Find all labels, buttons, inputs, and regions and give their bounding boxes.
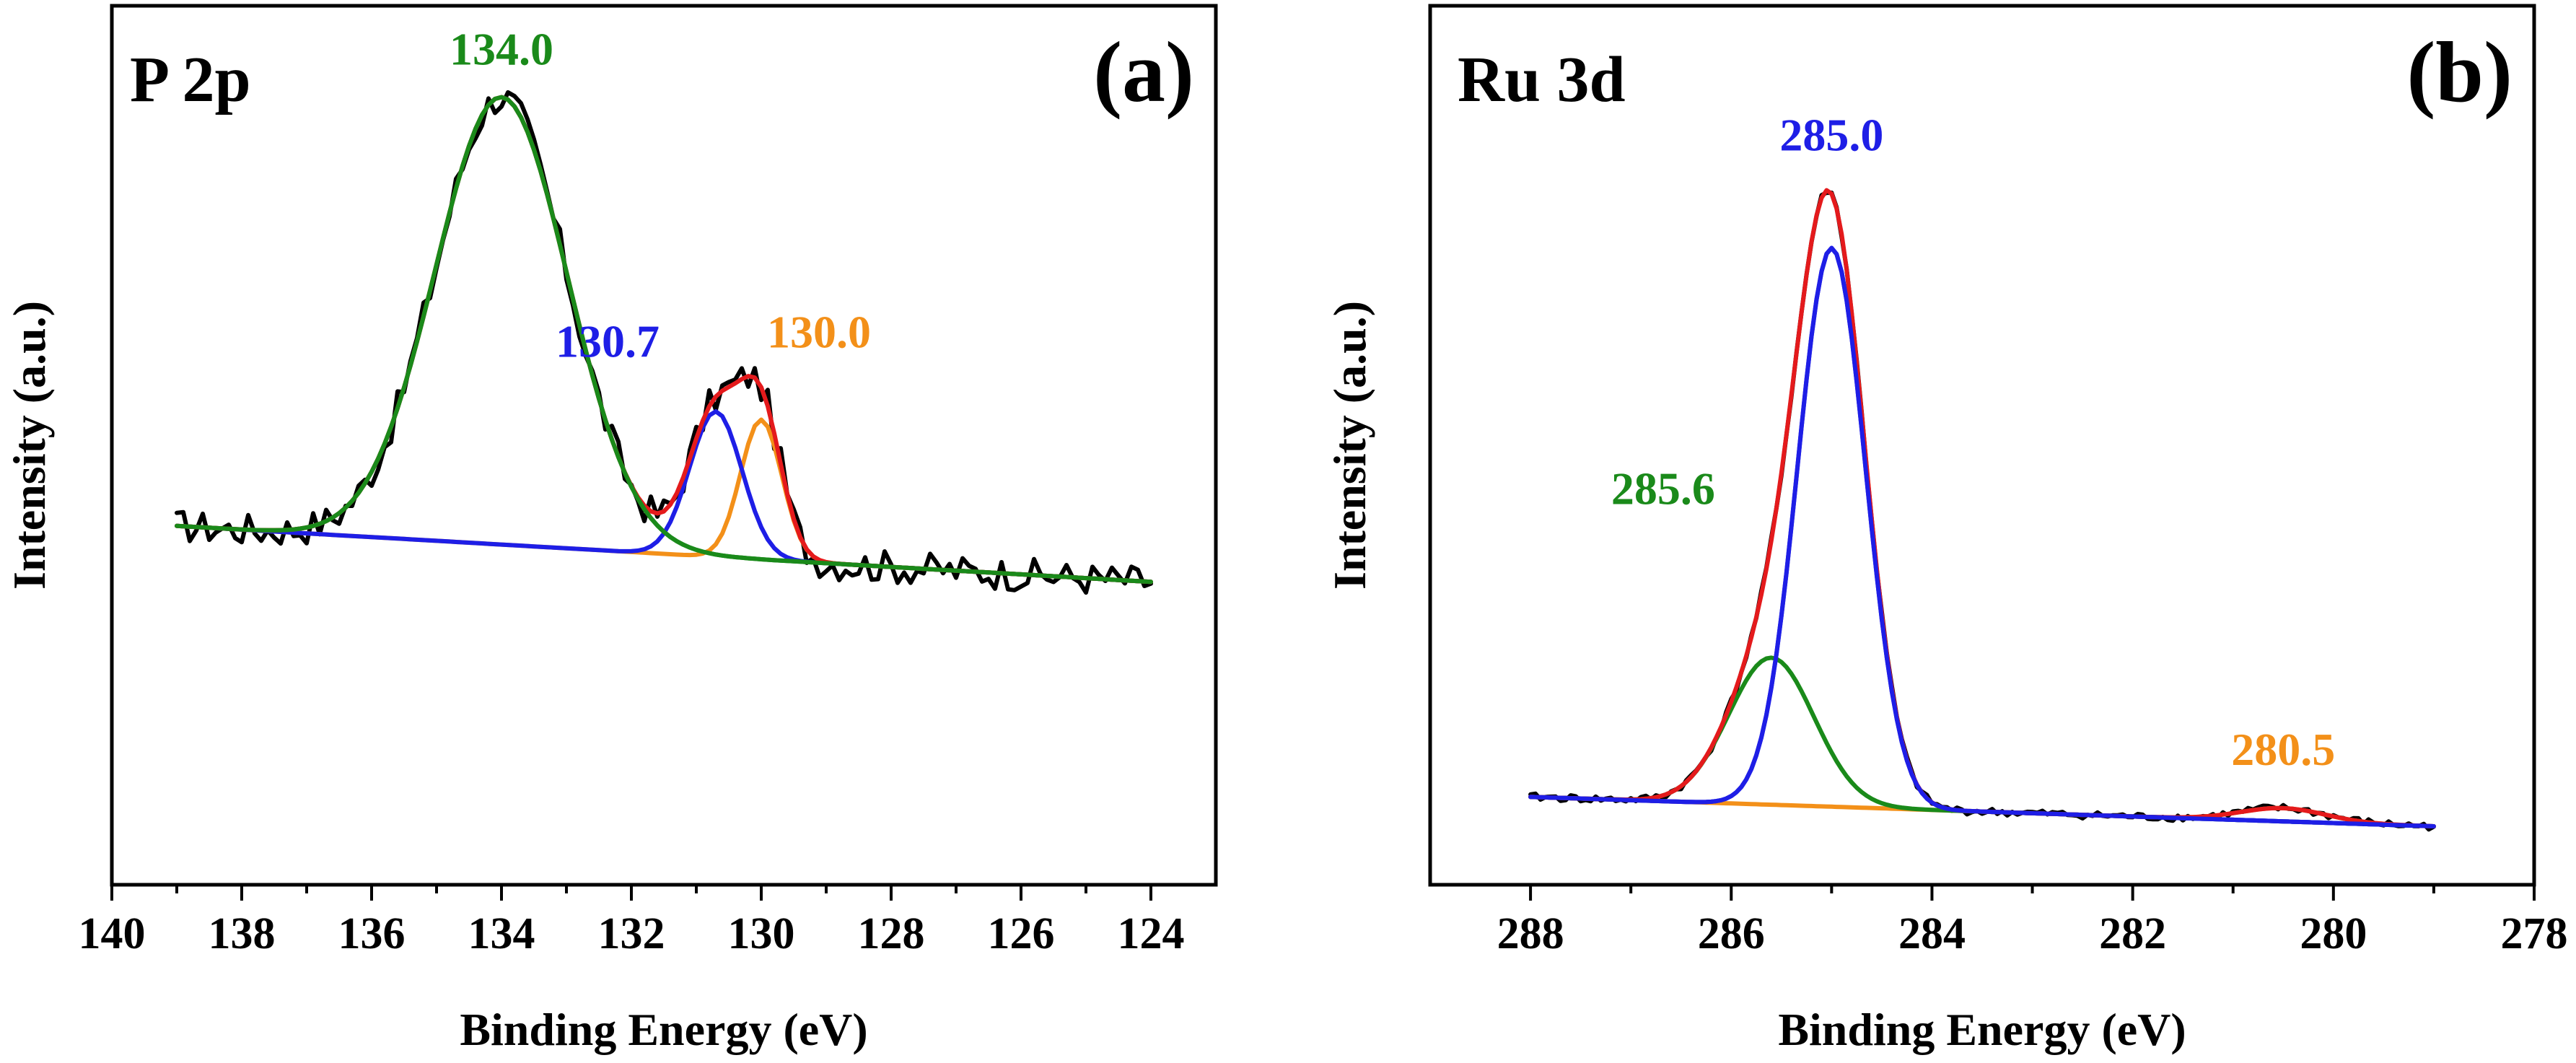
panel-a-ylabel: Intensity (a.u.) xyxy=(4,301,55,590)
x-tick-label: 282 xyxy=(2099,909,2166,958)
component-peak-overlay xyxy=(175,95,1153,585)
peak-label-134.0: 134.0 xyxy=(450,24,553,75)
peak-label-285.0: 285.0 xyxy=(1779,109,1883,160)
panel-a-x-ticks: 140 138 136 134 132 130 128 126 124 xyxy=(79,885,1185,958)
component-peak-130.7 xyxy=(175,409,1153,585)
peak-label-130.7: 130.7 xyxy=(556,316,660,367)
x-tick-label: 124 xyxy=(1118,909,1185,958)
peak-label-280.5: 280.5 xyxy=(2231,724,2335,775)
envelope-fit-line xyxy=(175,95,1153,585)
panel-a-xlabel: Binding Energy (eV) xyxy=(460,1004,867,1055)
x-tick-label: 140 xyxy=(79,909,146,958)
peak-label-285.6: 285.6 xyxy=(1611,463,1715,515)
panel-b-ylabel: Intensity (a.u.) xyxy=(1324,301,1375,590)
panel-a-letter: (a) xyxy=(1093,24,1194,120)
x-tick-label: 286 xyxy=(1698,909,1765,958)
panel-b-ru3d: 288 286 284 282 280 278 285.0 285.6 280.5 Ru 3d… xyxy=(1324,4,2568,1055)
panel-a-frame xyxy=(110,4,1218,887)
panel-a-title: P 2p xyxy=(130,44,251,115)
x-tick-label: 280 xyxy=(2300,909,2367,958)
x-tick-label: 288 xyxy=(1497,909,1564,958)
x-tick-label: 138 xyxy=(209,909,276,958)
x-tick-label: 134 xyxy=(468,909,535,958)
x-tick-label: 132 xyxy=(598,909,665,958)
raw-data-line xyxy=(175,90,1153,595)
x-tick-label: 128 xyxy=(858,909,925,958)
peak-label-130.0: 130.0 xyxy=(767,306,871,357)
panel-b-x-ticks: 288 286 284 282 280 278 xyxy=(1497,885,2568,958)
x-tick-label: 278 xyxy=(2501,909,2568,958)
panel-a-curves xyxy=(175,90,1153,595)
panel-b-letter: (b) xyxy=(2406,24,2513,120)
x-tick-label: 130 xyxy=(728,909,795,958)
panel-b-frame xyxy=(1428,4,2536,887)
panel-a-peak-labels: 134.0 130.7 130.0 xyxy=(450,24,871,367)
panel-b-xlabel: Binding Energy (eV) xyxy=(1778,1004,2186,1055)
panel-b-curves xyxy=(1528,188,2436,832)
x-tick-label: 126 xyxy=(988,909,1055,958)
x-tick-label: 284 xyxy=(1898,909,1966,958)
panel-b-title: Ru 3d xyxy=(1458,44,1626,115)
panel-b-peak-labels: 285.0 285.6 280.5 xyxy=(1611,109,2335,774)
component-peak-overlay xyxy=(1528,245,2436,828)
x-tick-label: 136 xyxy=(338,909,406,958)
